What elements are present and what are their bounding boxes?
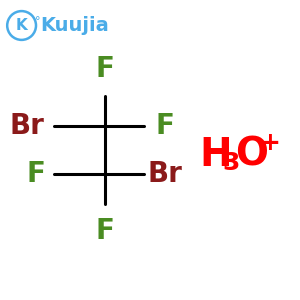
- Text: H: H: [200, 136, 232, 173]
- Text: F: F: [156, 112, 174, 140]
- Text: Kuujia: Kuujia: [40, 16, 109, 35]
- Text: °: °: [35, 16, 40, 26]
- Text: K: K: [16, 18, 28, 33]
- Text: F: F: [96, 217, 114, 245]
- Text: +: +: [260, 130, 280, 154]
- Text: F: F: [27, 160, 45, 188]
- Text: Br: Br: [10, 112, 44, 140]
- Text: F: F: [96, 55, 114, 83]
- Text: Br: Br: [148, 160, 182, 188]
- Text: O: O: [236, 136, 268, 173]
- Text: 3: 3: [223, 152, 240, 176]
